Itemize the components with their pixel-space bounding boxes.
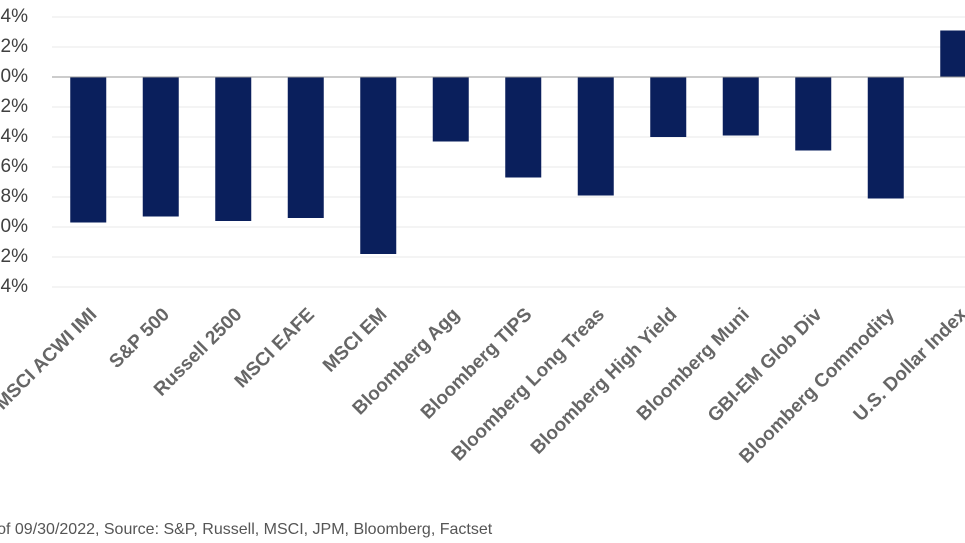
source-note: As of 09/30/2022, Source: S&P, Russell, …	[0, 521, 493, 538]
bar	[940, 30, 965, 77]
x-tick-label: MSCI ACWI IMI	[0, 304, 101, 414]
bar	[432, 77, 469, 142]
bar	[505, 77, 542, 178]
bar	[287, 77, 324, 218]
y-tick-label: 0%	[1, 66, 29, 87]
bar	[867, 77, 904, 199]
y-tick-label: -14%	[0, 276, 28, 297]
y-tick-label: 4%	[1, 6, 29, 27]
y-tick-label: -4%	[0, 126, 28, 147]
bar	[215, 77, 252, 221]
x-tick-label: S&P 500	[105, 304, 173, 372]
y-tick-label: 2%	[1, 36, 29, 57]
y-tick-label: -12%	[0, 246, 28, 267]
y-tick-label: -8%	[0, 186, 28, 207]
x-tick-label: MSCI EM	[319, 304, 391, 376]
x-tick-label: Bloomberg High Yield	[527, 304, 681, 458]
bar	[142, 77, 179, 217]
bar	[70, 77, 107, 223]
y-tick-label: -6%	[0, 156, 28, 177]
y-tick-label: -2%	[0, 96, 28, 117]
bar	[795, 77, 832, 151]
bar	[360, 77, 397, 254]
bar	[577, 77, 614, 196]
bar	[722, 77, 759, 136]
bar	[650, 77, 687, 137]
y-tick-label: -10%	[0, 216, 28, 237]
